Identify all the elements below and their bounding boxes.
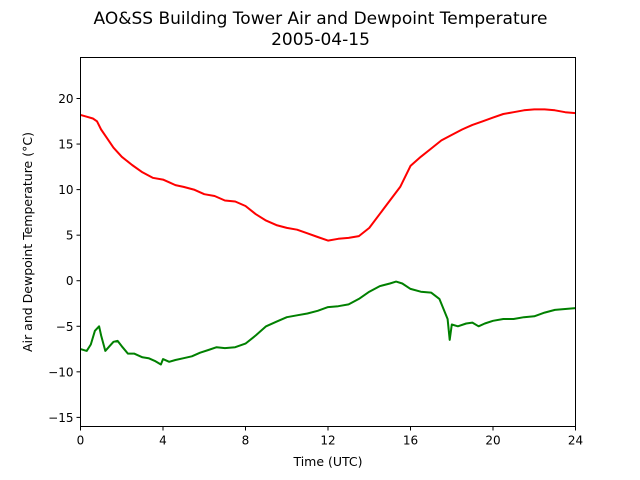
y-tick-label: 20 xyxy=(58,92,73,106)
plot-area xyxy=(80,57,576,427)
x-tick-label: 24 xyxy=(568,434,583,448)
x-tick-label: 16 xyxy=(403,434,418,448)
series-line-2 xyxy=(80,280,576,366)
chart-subtitle: 2005-04-15 xyxy=(271,30,370,50)
x-tick-label: 12 xyxy=(320,434,335,448)
y-tick-label: −15 xyxy=(48,411,73,425)
x-axis: 0 4 8 12 16 20 24 xyxy=(77,426,583,448)
y-tick-label: 0 xyxy=(66,274,74,288)
x-tick-label: 20 xyxy=(485,434,500,448)
y-tick-label: 5 xyxy=(66,229,74,243)
chart-title: AO&SS Building Tower Air and Dewpoint Te… xyxy=(93,9,547,29)
y-axis: −15 −10 −5 0 5 10 15 20 xyxy=(48,92,81,425)
x-tick-label: 0 xyxy=(77,434,85,448)
y-tick-label: 10 xyxy=(58,183,73,197)
y-axis-label: Air and Dewpoint Temperature (°C) xyxy=(20,132,35,352)
y-tick-label: −5 xyxy=(56,320,74,334)
x-axis-label: Time (UTC) xyxy=(292,454,362,469)
series-layer xyxy=(80,108,576,366)
x-tick-label: 4 xyxy=(159,434,167,448)
y-tick-label: −10 xyxy=(48,365,73,379)
y-tick-label: 15 xyxy=(58,138,73,152)
x-tick-label: 8 xyxy=(242,434,250,448)
series-line-1 xyxy=(80,108,576,242)
